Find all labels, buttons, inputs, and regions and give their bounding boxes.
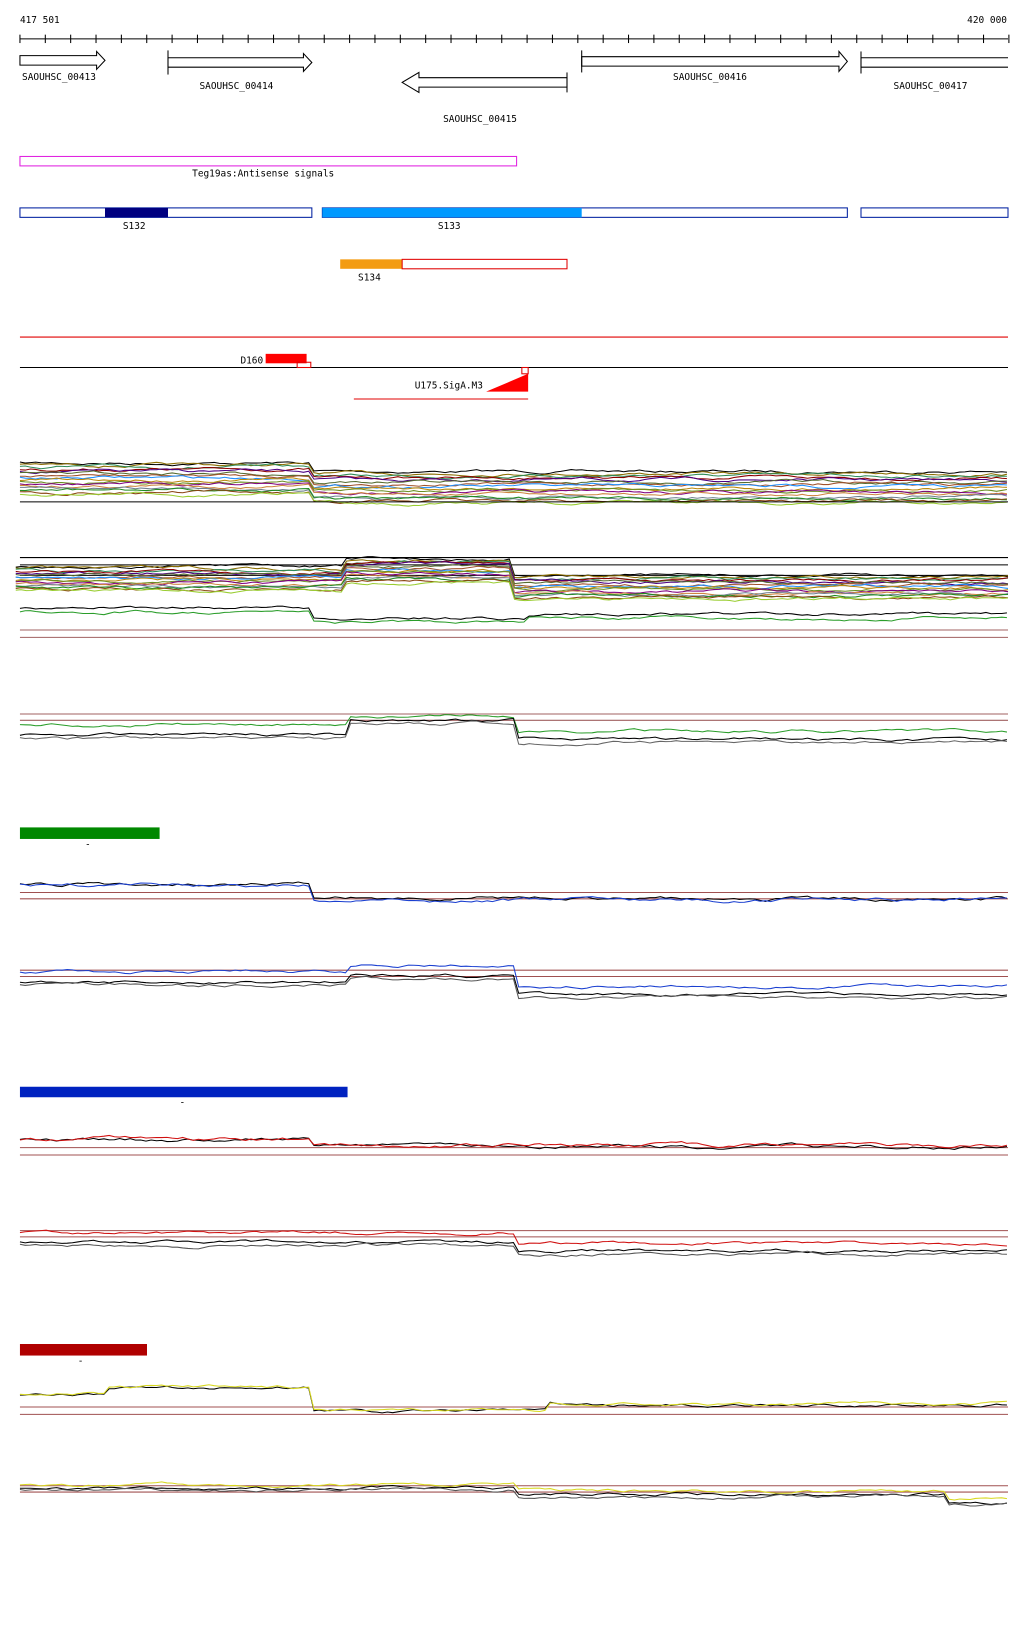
end-coordinate: 420 000 bbox=[967, 15, 1007, 26]
signal-line bbox=[19, 609, 1007, 624]
signal-line bbox=[19, 882, 1007, 904]
segment-s134 bbox=[340, 259, 403, 269]
signal-line bbox=[19, 463, 1007, 480]
signal-line bbox=[19, 975, 1008, 1001]
signal-line bbox=[19, 1384, 1007, 1413]
signal-line bbox=[19, 461, 1008, 478]
legend-label: - bbox=[85, 839, 91, 850]
genes bbox=[19, 50, 1008, 94]
signal-line bbox=[19, 483, 1008, 497]
gene-arrow bbox=[860, 57, 1008, 68]
segment-label: S132 bbox=[123, 221, 146, 232]
signal-line bbox=[19, 1137, 1008, 1150]
signal-line bbox=[19, 1238, 1008, 1254]
signal-line bbox=[19, 486, 1008, 501]
signal-line bbox=[15, 570, 1009, 593]
gene-arrow bbox=[581, 50, 849, 73]
signal-line bbox=[19, 480, 1008, 494]
u175-marker bbox=[521, 366, 529, 375]
signal-line bbox=[15, 573, 1009, 597]
segment bbox=[860, 207, 1009, 218]
signal-line bbox=[19, 1242, 1007, 1258]
antisense-label: Teg19as:Antisense signals bbox=[192, 168, 334, 179]
gene-arrow bbox=[167, 52, 313, 73]
signal-line bbox=[19, 467, 1007, 482]
segment-label: S134 bbox=[358, 272, 381, 283]
gene-label: SAOUHSC_00417 bbox=[894, 81, 968, 92]
signal-line bbox=[19, 481, 1008, 496]
signal-line bbox=[19, 475, 1007, 490]
signal-line bbox=[19, 1481, 1008, 1501]
signal-line bbox=[19, 1229, 1007, 1247]
signal-line bbox=[19, 1385, 1007, 1414]
signal-line bbox=[19, 964, 1008, 990]
signal-line bbox=[15, 580, 1009, 602]
signal-line bbox=[19, 468, 1007, 483]
u175-label: U175.SigA.M3 bbox=[415, 380, 483, 391]
signal-line bbox=[19, 973, 1008, 997]
legend-bar bbox=[19, 1344, 148, 1356]
gene-label: SAOUHSC_00415 bbox=[443, 114, 517, 125]
legend-bar bbox=[19, 1086, 348, 1098]
gene-label: SAOUHSC_00413 bbox=[22, 72, 96, 83]
segment-s133 bbox=[322, 207, 582, 218]
signal-line bbox=[19, 714, 1008, 734]
browser-view: 417 501 420 000 SAOUHSC_00413 SAOUHSC_00… bbox=[15, 15, 1010, 1507]
legend-label: - bbox=[78, 1356, 84, 1367]
gene-label: SAOUHSC_00414 bbox=[199, 81, 273, 92]
segment-s132 bbox=[104, 207, 168, 218]
signal-line bbox=[19, 717, 1008, 742]
start-coordinate: 417 501 bbox=[20, 15, 60, 26]
signal-line bbox=[19, 1134, 1008, 1149]
signal-line bbox=[19, 473, 1008, 488]
segment-label: S133 bbox=[438, 221, 461, 232]
segment bbox=[401, 258, 568, 270]
gene-label: SAOUHSC_00416 bbox=[673, 72, 747, 83]
d160-label: D160 bbox=[240, 355, 263, 366]
u175-triangle bbox=[486, 373, 529, 392]
signal-line bbox=[15, 565, 1009, 588]
signal-line bbox=[19, 1485, 1008, 1506]
signal-line bbox=[15, 561, 1009, 586]
d160-region bbox=[265, 353, 307, 364]
legend-label: - bbox=[180, 1098, 186, 1109]
ruler-ticks bbox=[19, 34, 1010, 44]
signal-line bbox=[19, 487, 1007, 502]
antisense-region bbox=[19, 155, 518, 167]
gene-arrow bbox=[19, 50, 106, 71]
d160-marker bbox=[296, 361, 312, 369]
signal-tracks bbox=[15, 461, 1009, 1507]
signal-line bbox=[19, 1487, 1008, 1507]
legend-bar bbox=[19, 827, 160, 839]
signal-line bbox=[19, 605, 1008, 621]
signal-line bbox=[19, 720, 1008, 747]
gene-arrow bbox=[401, 71, 568, 94]
